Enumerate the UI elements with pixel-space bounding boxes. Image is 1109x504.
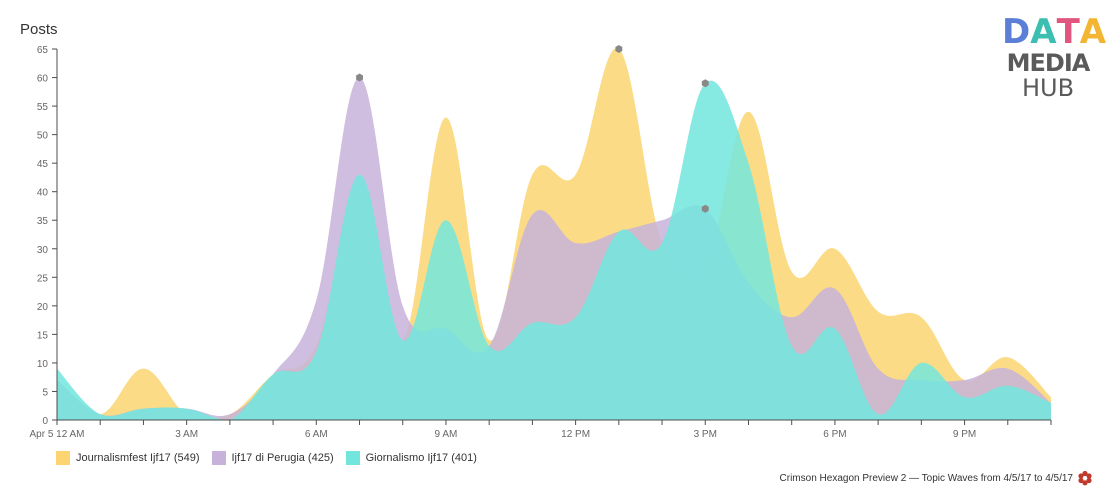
y-tick-label-60: 60 — [37, 74, 49, 85]
peak-marker-0[interactable] — [356, 73, 363, 82]
y-tick-label-5: 5 — [42, 387, 48, 398]
legend-swatch-journalismfest — [56, 451, 70, 465]
legend-label-giornalismo: Giornalismo Ijf17 (401) — [365, 452, 477, 464]
y-tick-label-25: 25 — [37, 273, 49, 284]
legend-item-perugia[interactable]: Ijf17 di Perugia (425) — [211, 451, 334, 465]
x-tick-label-5: 3 PM — [694, 429, 717, 440]
peak-marker-1[interactable] — [615, 45, 623, 53]
logo-line-2: MEDIA — [1006, 49, 1091, 77]
crimson-hexagon-icon — [1078, 470, 1092, 486]
logo-letter-t: T — [1056, 12, 1080, 52]
y-axis-title: Posts — [20, 21, 58, 38]
logo-line-1: D A T A — [1002, 12, 1106, 52]
y-tick-label-55: 55 — [37, 102, 49, 113]
x-tick-label-7: 9 PM — [953, 429, 976, 440]
y-tick-label-15: 15 — [37, 330, 49, 341]
footer-text: Crimson Hexagon Preview 2 — Topic Waves … — [779, 472, 1073, 484]
y-tick-label-40: 40 — [37, 188, 49, 199]
legend-label-journalismfest: Journalismfest Ijf17 (549) — [76, 452, 200, 464]
y-tick-label-45: 45 — [37, 159, 49, 170]
data-media-hub-logo: D A T A MEDIA HUB — [1002, 12, 1106, 104]
x-tick-label-3: 9 AM — [435, 429, 458, 440]
legend-item-journalismfest[interactable]: Journalismfest Ijf17 (549) — [56, 451, 200, 465]
peak-marker-2[interactable] — [701, 79, 709, 88]
x-tick-label-0: Apr 5 12 AM — [29, 429, 84, 440]
x-tick-label-4: 12 PM — [561, 429, 590, 440]
y-tick-label-65: 65 — [37, 45, 49, 56]
legend-swatch-giornalismo — [345, 451, 360, 465]
x-tick-label-2: 6 AM — [305, 429, 328, 440]
x-tick-label-6: 6 PM — [823, 429, 846, 440]
logo-letter-d: D — [1002, 12, 1031, 52]
y-tick-label-20: 20 — [37, 302, 49, 313]
legend: Journalismfest Ijf17 (549) Ijf17 di Peru… — [56, 451, 477, 465]
logo-line-3: HUB — [1021, 74, 1075, 102]
legend-label-perugia: Ijf17 di Perugia (425) — [231, 452, 334, 464]
y-tick-label-50: 50 — [37, 131, 49, 142]
area-series-2 — [57, 80, 1051, 420]
y-tick-label-0: 0 — [42, 416, 48, 427]
y-tick-label-10: 10 — [37, 359, 49, 370]
logo-letter-a2: A — [1079, 12, 1107, 52]
x-tick-label-1: 3 AM — [175, 429, 198, 440]
legend-item-giornalismo[interactable]: Giornalismo Ijf17 (401) — [345, 451, 477, 465]
y-tick-label-30: 30 — [37, 245, 49, 256]
legend-swatch-perugia — [211, 451, 226, 465]
logo-letter-a1: A — [1030, 12, 1057, 52]
footer-credit: Crimson Hexagon Preview 2 — Topic Waves … — [780, 470, 1093, 486]
area-series-1 — [57, 77, 1051, 421]
y-tick-label-35: 35 — [37, 216, 49, 227]
peak-marker-3[interactable] — [701, 204, 709, 213]
